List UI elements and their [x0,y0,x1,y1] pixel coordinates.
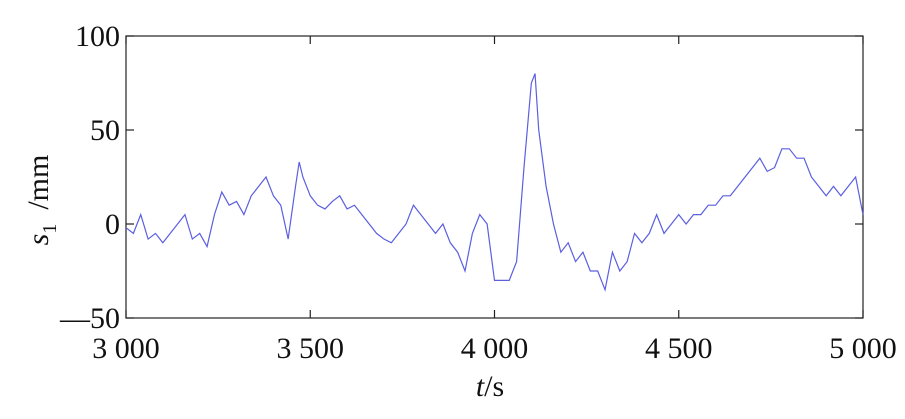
x-tick-label: 3 500 [277,332,345,365]
x-tick-label: 4 000 [461,332,529,365]
y-label-subscript: 1 [39,224,61,234]
x-tick-label: 4 500 [645,332,713,365]
y-tick-label: 100 [75,20,120,53]
y-tick-label: 50 [90,114,120,147]
x-tick-label: 5 000 [829,332,897,365]
y-label-unit: /mm [22,155,55,210]
x-label-symbol: t [476,370,485,403]
x-axis-label: t/s [476,370,504,403]
plot-frame [125,35,864,319]
data-line [125,73,864,292]
y-tick-label: —50 [59,302,120,335]
x-tick-label: 3 000 [92,332,160,365]
y-label-symbol: s [22,234,55,246]
x-label-unit: /s [484,370,504,403]
y-tick-label: 0 [105,208,120,241]
y-axis-label: s1/mm [22,155,61,246]
